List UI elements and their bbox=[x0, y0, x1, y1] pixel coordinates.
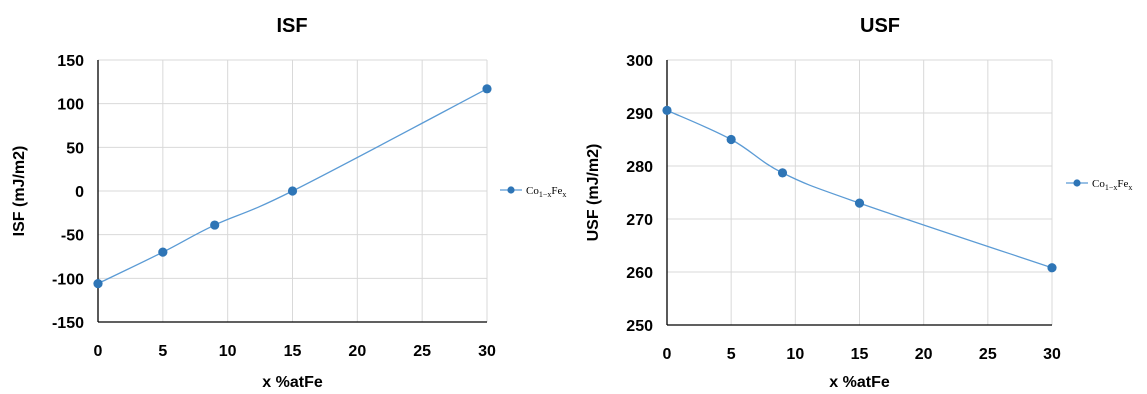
legend-marker bbox=[1073, 179, 1081, 187]
x-tick-label: 5 bbox=[727, 346, 736, 363]
chart-title: ISF bbox=[276, 15, 307, 37]
x-tick-label: 20 bbox=[348, 343, 366, 360]
x-tick-label: 0 bbox=[663, 346, 672, 363]
y-tick-label: 280 bbox=[626, 159, 653, 176]
y-tick-label: 150 bbox=[57, 53, 84, 70]
x-tick-label: 10 bbox=[219, 343, 237, 360]
legend: Co1−xFex bbox=[1066, 178, 1132, 192]
y-tick-label: 0 bbox=[75, 184, 84, 201]
series-line bbox=[97, 88, 488, 285]
y-tick-label: 260 bbox=[626, 265, 653, 282]
y-tick-label: -100 bbox=[52, 271, 84, 288]
data-point bbox=[93, 278, 103, 289]
x-tick-label: 10 bbox=[786, 346, 804, 363]
y-tick-label: 290 bbox=[626, 106, 653, 123]
y-tick-label: 300 bbox=[626, 53, 653, 70]
data-point bbox=[1047, 263, 1057, 273]
x-tick-label: 15 bbox=[284, 343, 302, 360]
chart-panel-2: USF 300 290 280 270 260 250 0 5 10 15 20 25 30 x %atFe… bbox=[585, 15, 1132, 391]
chart-title: USF bbox=[860, 15, 900, 37]
x-tick-label: 0 bbox=[94, 343, 103, 360]
data-point bbox=[210, 220, 220, 230]
y-tick-label: -50 bbox=[61, 228, 84, 245]
series-line bbox=[666, 109, 1053, 269]
y-tick-label: 270 bbox=[626, 212, 653, 229]
x-tick-label: 30 bbox=[1043, 346, 1061, 363]
y-tick-label: 50 bbox=[66, 140, 84, 157]
x-tick-label: 15 bbox=[851, 346, 869, 363]
y-axis-label: ISF (mJ/m2) bbox=[11, 146, 28, 237]
data-point bbox=[777, 168, 788, 178]
data-point bbox=[482, 84, 492, 94]
y-axis-label: USF (mJ/m2) bbox=[585, 144, 602, 242]
x-axis-label: x %atFe bbox=[262, 374, 323, 391]
x-tick-label: 20 bbox=[915, 346, 933, 363]
data-point bbox=[854, 198, 865, 208]
y-tick-label: 250 bbox=[626, 318, 653, 335]
x-tick-label: 30 bbox=[478, 343, 496, 360]
legend: Co1−xFex bbox=[500, 185, 566, 199]
data-point bbox=[287, 186, 298, 196]
x-axis-label: x %atFe bbox=[829, 374, 890, 391]
x-tick-label: 25 bbox=[413, 343, 431, 360]
data-point bbox=[158, 247, 168, 257]
y-tick-label: 100 bbox=[57, 97, 84, 114]
x-tick-label: 5 bbox=[158, 343, 167, 360]
data-point bbox=[726, 134, 736, 145]
legend-label: Co1−xFex bbox=[526, 185, 566, 199]
legend-label: Co1−xFex bbox=[1092, 178, 1132, 192]
legend-marker bbox=[507, 186, 515, 194]
y-tick-label: -150 bbox=[52, 315, 84, 332]
data-point bbox=[662, 105, 672, 115]
x-tick-label: 25 bbox=[979, 346, 997, 363]
chart-panel-1: ISF 150 100 50 0 -50 -100 -150 0 5 10 15 20 25 30 x %at… bbox=[11, 15, 566, 391]
